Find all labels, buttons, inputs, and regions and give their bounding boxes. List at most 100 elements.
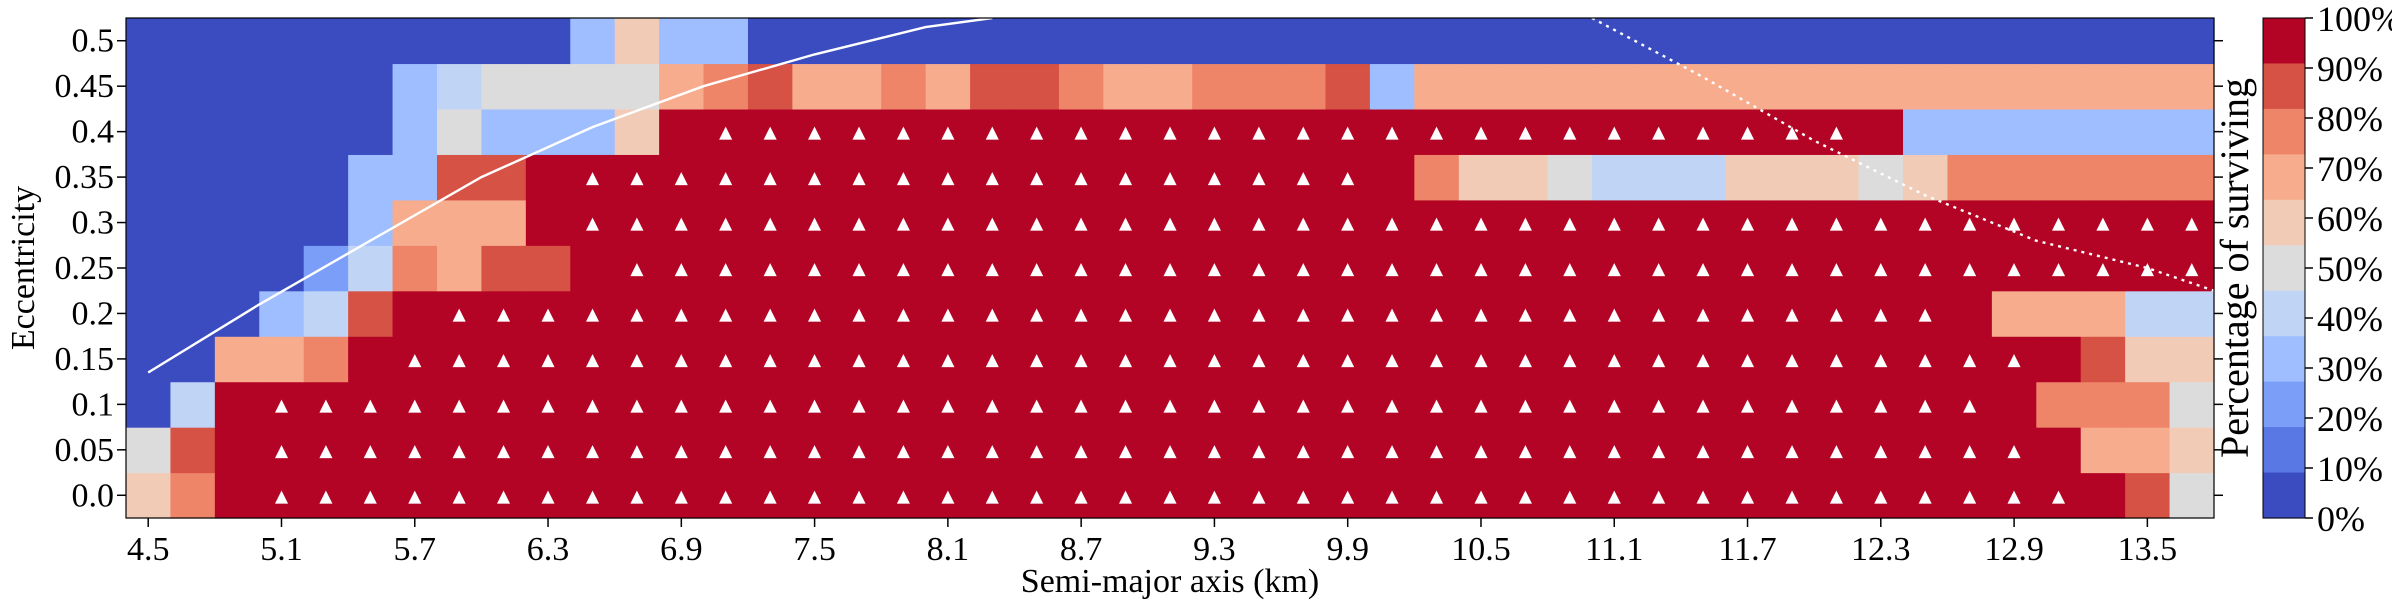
survivor-marker: ▲	[586, 441, 600, 461]
heatmap-cell	[659, 336, 705, 383]
survivor-marker: ▲	[1874, 395, 1888, 415]
heatmap-cell	[1281, 336, 1327, 383]
survivor-marker: ▲	[764, 305, 778, 325]
heatmap-cell	[214, 18, 260, 65]
survivor-marker: ▲	[630, 259, 644, 279]
x-tick-label: 5.1	[260, 531, 303, 568]
heatmap-cell	[1680, 381, 1726, 428]
heatmap-cell	[792, 154, 838, 201]
heatmap-cell	[1592, 427, 1638, 474]
heatmap-cell	[481, 290, 527, 337]
heatmap-cell	[1458, 199, 1504, 246]
heatmap-cell	[881, 427, 927, 474]
heatmap-cell	[392, 18, 438, 65]
heatmap-cell	[1903, 63, 1949, 110]
heatmap-cell	[703, 427, 749, 474]
heatmap-cell	[881, 381, 927, 428]
heatmap-cell	[436, 336, 483, 383]
x-tick-label: 6.3	[527, 531, 570, 568]
survivor-marker: ▲	[1297, 395, 1311, 415]
heatmap-cell	[1369, 154, 1415, 201]
survivor-marker: ▲	[1919, 214, 1933, 234]
heatmap-cell	[1369, 18, 1415, 65]
survivor-marker: ▲	[2185, 259, 2199, 279]
heatmap-cell	[1503, 108, 1549, 155]
colorbar-segment	[2263, 336, 2305, 383]
heatmap-cell	[1991, 63, 2037, 110]
heatmap-cell	[614, 336, 660, 383]
survivor-marker: ▲	[1341, 350, 1355, 370]
heatmap-cell	[792, 199, 838, 246]
survivor-marker: ▲	[630, 441, 644, 461]
heatmap-cell	[1680, 290, 1726, 337]
colorbar-segment	[2263, 472, 2305, 519]
heatmap-cell	[1236, 427, 1282, 474]
heatmap-cell	[1947, 154, 1993, 201]
heatmap-cell	[1325, 290, 1371, 337]
heatmap-cell	[1991, 336, 2037, 383]
survivor-marker: ▲	[2141, 214, 2155, 234]
heatmap-cell	[1814, 154, 1860, 201]
survivor-marker: ▲	[1163, 395, 1177, 415]
heatmap-cell	[1192, 472, 1238, 519]
survivor-marker: ▲	[1252, 259, 1266, 279]
survivor-marker: ▲	[1963, 441, 1977, 461]
heatmap-cell	[2080, 63, 2126, 110]
heatmap-cell	[2125, 290, 2171, 337]
heatmap-cell	[2080, 245, 2126, 292]
heatmap-cell	[1414, 108, 1460, 155]
survivor-marker: ▲	[941, 259, 955, 279]
heatmap-cell	[970, 381, 1016, 428]
survivor-marker: ▲	[1608, 123, 1622, 143]
heatmap-cell	[970, 290, 1016, 337]
heatmap-cell	[1103, 381, 1149, 428]
survivor-marker: ▲	[1208, 123, 1222, 143]
survivor-marker: ▲	[1519, 486, 1533, 506]
survivor-marker: ▲	[1030, 259, 1044, 279]
heatmap-cell	[1147, 199, 1193, 246]
survivor-marker: ▲	[630, 214, 644, 234]
survivor-marker: ▲	[986, 486, 1000, 506]
heatmap-cell	[1547, 336, 1593, 383]
heatmap-cell	[1547, 199, 1593, 246]
survivor-marker: ▲	[852, 350, 866, 370]
heatmap-cell	[525, 427, 571, 474]
heatmap-cell	[259, 381, 305, 428]
heatmap-cell	[1369, 108, 1415, 155]
heatmap-cell	[1769, 472, 1815, 519]
heatmap-cell	[1103, 290, 1149, 337]
survivor-marker: ▲	[1563, 123, 1577, 143]
heatmap-cell	[2036, 290, 2082, 337]
y-axis-ticks: 0.0 0.05 0.1 0.15 0.2 0.25 0.3 0.35 0.4 0.45 0.5	[55, 23, 2223, 514]
heatmap-cell	[1147, 108, 1193, 155]
survivor-marker: ▲	[1608, 486, 1622, 506]
heatmap-cell	[1325, 381, 1371, 428]
colorbar-segment	[2263, 63, 2305, 110]
heatmap-cell	[792, 63, 838, 110]
heatmap-cell	[1147, 472, 1193, 519]
x-tick-label: 7.5	[793, 531, 836, 568]
heatmap-cell	[1325, 63, 1371, 110]
survivor-marker: ▲	[1652, 259, 1666, 279]
heatmap-cell	[1680, 199, 1726, 246]
heatmap-cell	[2169, 472, 2215, 519]
survivor-marker: ▲	[1163, 441, 1177, 461]
survivor-marker: ▲	[1652, 214, 1666, 234]
survivor-marker: ▲	[586, 486, 600, 506]
survivor-marker: ▲	[2141, 259, 2155, 279]
heatmap-cell	[1414, 381, 1460, 428]
heatmap-cell	[1636, 18, 1682, 65]
heatmap-cell	[481, 336, 527, 383]
survivor-marker: ▲	[1386, 305, 1400, 325]
x-tick-label: 9.3	[1193, 531, 1236, 568]
survivor-marker: ▲	[541, 441, 555, 461]
heatmap-cell	[1414, 336, 1460, 383]
heatmap-cell	[436, 63, 483, 110]
survivor-marker: ▲	[1163, 305, 1177, 325]
heatmap-cell	[659, 154, 705, 201]
survivor-marker: ▲	[1252, 395, 1266, 415]
survivor-marker: ▲	[2096, 259, 2110, 279]
heatmap-cell	[392, 472, 438, 519]
survivor-marker: ▲	[586, 168, 600, 188]
y-tick-label: 0.3	[72, 205, 115, 242]
